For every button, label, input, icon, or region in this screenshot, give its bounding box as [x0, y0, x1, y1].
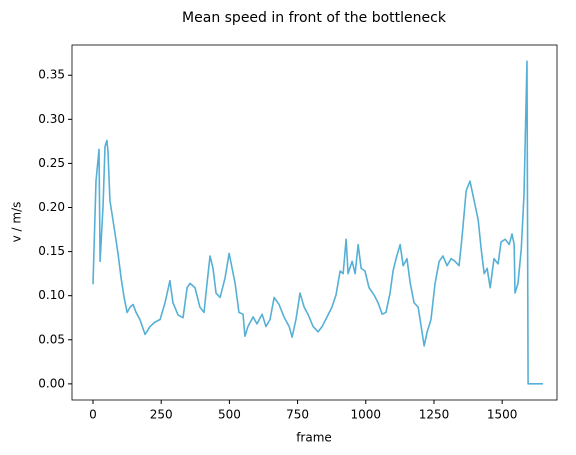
x-tick-label: 250: [150, 408, 173, 422]
y-tick-label: 0.00: [38, 376, 65, 390]
y-tick-label: 0.25: [38, 156, 65, 170]
x-tick-label: 750: [286, 408, 309, 422]
y-tick-label: 0.35: [38, 68, 65, 82]
x-tick-label: 1000: [351, 408, 382, 422]
data-line: [92, 60, 544, 385]
x-axis-label: frame: [296, 431, 332, 445]
y-tick-label: 0.20: [38, 200, 65, 214]
y-tick-label: 0.15: [38, 244, 65, 258]
x-tick-label: 1500: [487, 408, 518, 422]
y-tick-label: 0.05: [38, 332, 65, 346]
y-axis-label: v / m/s: [10, 202, 24, 243]
y-tick-label: 0.30: [38, 112, 65, 126]
plot-frame: [71, 44, 558, 401]
x-tick-label: 0: [89, 408, 97, 422]
x-tick-label: 1250: [419, 408, 450, 422]
y-tick-label: 0.10: [38, 288, 65, 302]
chart-title: Mean speed in front of the bottleneck: [182, 10, 447, 26]
x-tick-label: 500: [218, 408, 241, 422]
